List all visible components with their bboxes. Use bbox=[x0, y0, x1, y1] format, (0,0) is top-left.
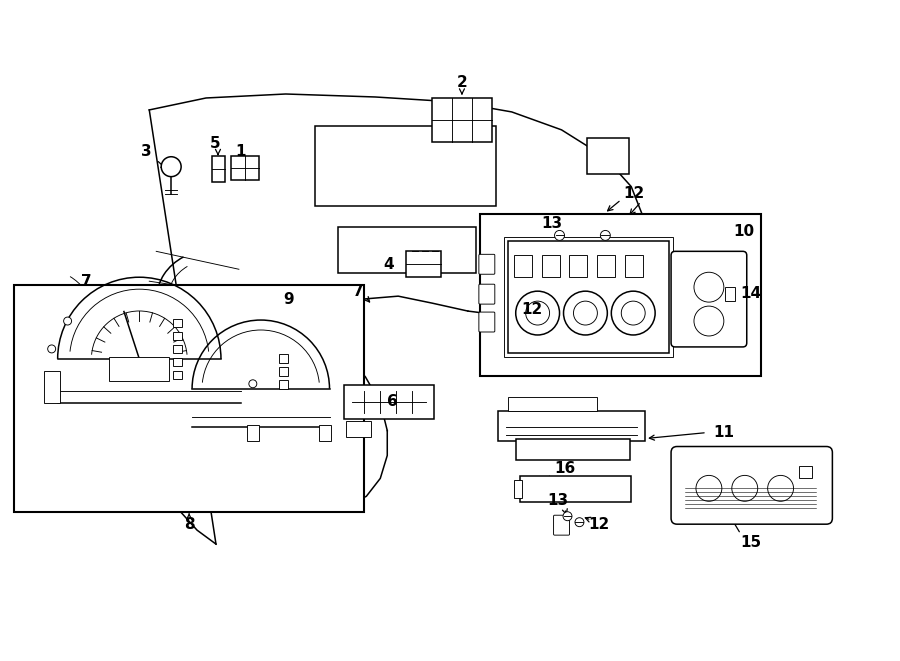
Bar bbox=[588, 137, 629, 174]
Bar bbox=[14, 285, 364, 512]
Bar bbox=[247, 424, 259, 440]
Text: 15: 15 bbox=[740, 535, 761, 549]
Bar bbox=[173, 371, 182, 379]
Text: 12: 12 bbox=[589, 517, 610, 531]
FancyBboxPatch shape bbox=[479, 254, 495, 274]
Bar bbox=[480, 214, 760, 376]
Circle shape bbox=[575, 518, 584, 527]
Circle shape bbox=[48, 345, 56, 353]
Bar bbox=[570, 255, 588, 277]
Circle shape bbox=[600, 231, 610, 241]
Bar bbox=[319, 424, 330, 440]
Bar bbox=[173, 319, 182, 327]
Circle shape bbox=[554, 231, 564, 241]
Bar bbox=[626, 255, 644, 277]
Bar bbox=[514, 481, 522, 498]
FancyBboxPatch shape bbox=[479, 312, 495, 332]
Bar bbox=[279, 380, 288, 389]
FancyBboxPatch shape bbox=[671, 447, 832, 524]
Bar bbox=[173, 332, 182, 340]
Bar bbox=[498, 410, 645, 440]
Text: 16: 16 bbox=[554, 461, 575, 476]
Text: 12: 12 bbox=[624, 186, 644, 201]
Bar bbox=[798, 467, 813, 479]
Text: 1: 1 bbox=[236, 144, 246, 159]
Text: 11: 11 bbox=[714, 425, 734, 440]
Circle shape bbox=[563, 291, 608, 335]
Circle shape bbox=[563, 512, 572, 521]
Text: 9: 9 bbox=[284, 292, 294, 307]
Bar bbox=[338, 227, 476, 273]
Bar bbox=[508, 397, 598, 410]
Circle shape bbox=[248, 380, 256, 388]
Circle shape bbox=[696, 475, 722, 501]
Text: 7: 7 bbox=[81, 274, 92, 289]
Circle shape bbox=[694, 272, 724, 302]
Bar bbox=[173, 345, 182, 353]
Text: 10: 10 bbox=[734, 224, 754, 239]
Text: 13: 13 bbox=[541, 216, 562, 231]
Circle shape bbox=[516, 291, 560, 335]
Bar bbox=[345, 385, 434, 418]
Circle shape bbox=[732, 475, 758, 501]
Bar bbox=[508, 241, 669, 353]
FancyBboxPatch shape bbox=[479, 284, 495, 304]
Bar bbox=[432, 98, 491, 142]
Circle shape bbox=[161, 157, 181, 176]
Circle shape bbox=[621, 301, 645, 325]
Text: 3: 3 bbox=[141, 144, 151, 159]
Circle shape bbox=[573, 301, 598, 325]
Text: 7: 7 bbox=[353, 284, 364, 299]
Bar bbox=[346, 420, 372, 436]
Bar bbox=[504, 237, 673, 357]
Circle shape bbox=[694, 306, 724, 336]
Text: 8: 8 bbox=[184, 517, 194, 531]
Bar bbox=[724, 287, 734, 301]
Bar bbox=[406, 251, 441, 277]
Text: 14: 14 bbox=[740, 286, 761, 301]
Bar bbox=[173, 358, 182, 366]
Text: 2: 2 bbox=[456, 75, 467, 89]
Text: 12: 12 bbox=[521, 301, 543, 317]
Text: 5: 5 bbox=[210, 136, 220, 151]
Circle shape bbox=[611, 291, 655, 335]
Text: 6: 6 bbox=[387, 394, 398, 409]
Circle shape bbox=[526, 301, 550, 325]
Bar bbox=[279, 354, 288, 363]
Bar bbox=[514, 255, 532, 277]
FancyBboxPatch shape bbox=[554, 515, 570, 535]
Text: 4: 4 bbox=[382, 256, 393, 272]
Bar bbox=[598, 255, 616, 277]
Circle shape bbox=[64, 317, 72, 325]
Bar bbox=[516, 438, 630, 461]
FancyBboxPatch shape bbox=[671, 251, 747, 347]
Bar bbox=[44, 371, 59, 403]
Bar bbox=[542, 255, 560, 277]
Bar bbox=[110, 357, 169, 381]
Bar bbox=[212, 156, 225, 182]
Text: 13: 13 bbox=[547, 493, 568, 508]
Bar bbox=[279, 367, 288, 376]
Circle shape bbox=[768, 475, 794, 501]
Bar bbox=[315, 126, 496, 206]
Bar bbox=[519, 477, 631, 502]
Bar bbox=[231, 156, 259, 180]
